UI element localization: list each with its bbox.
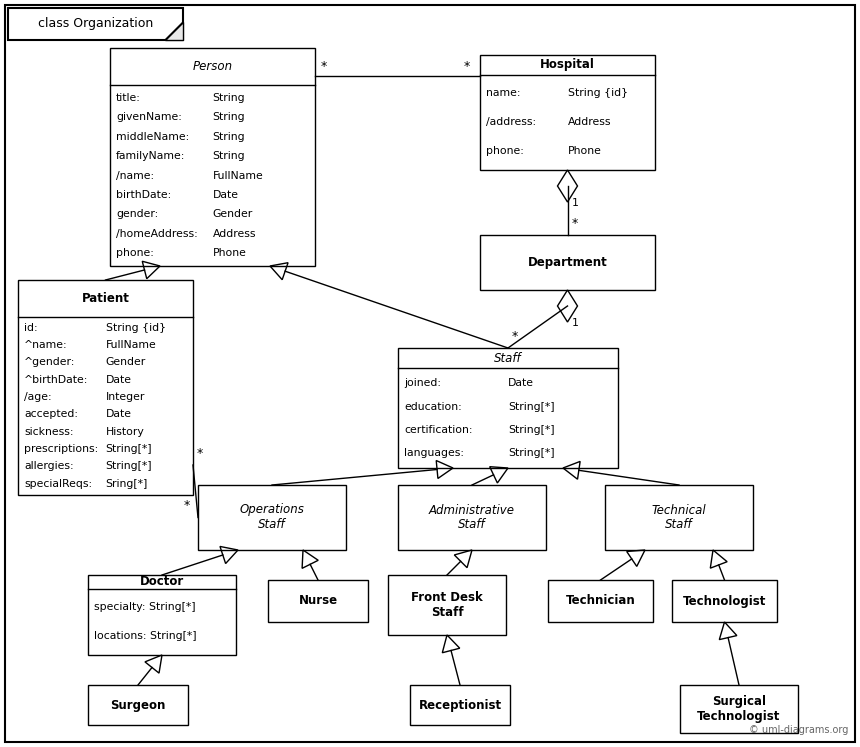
Text: String: String [212,131,245,142]
Text: Date: Date [212,190,238,200]
FancyBboxPatch shape [88,575,236,655]
Text: Address: Address [212,229,256,239]
Text: *: * [572,217,578,230]
Text: Department: Department [528,256,607,269]
Text: ^name:: ^name: [24,340,68,350]
FancyBboxPatch shape [88,685,188,725]
Text: History: History [106,427,144,437]
Text: Date: Date [508,379,534,388]
Text: String: String [212,93,245,102]
Text: Address: Address [568,117,611,127]
Text: specialty: String[*]: specialty: String[*] [94,602,195,613]
Text: /homeAddress:: /homeAddress: [116,229,198,239]
FancyBboxPatch shape [410,685,510,725]
FancyBboxPatch shape [198,485,346,550]
Text: phone:: phone: [116,248,154,258]
Text: Technical
Staff: Technical Staff [652,503,706,532]
FancyBboxPatch shape [480,235,655,290]
Polygon shape [165,22,183,40]
Text: 1: 1 [572,318,579,328]
Text: *: * [512,330,519,343]
Text: ^gender:: ^gender: [24,358,76,368]
FancyBboxPatch shape [680,685,798,733]
Text: *: * [197,447,203,460]
Text: name:: name: [486,88,520,99]
FancyBboxPatch shape [548,580,653,622]
Text: Date: Date [106,409,132,419]
Text: Phone: Phone [212,248,246,258]
Text: specialReqs:: specialReqs: [24,479,92,489]
Text: String[*]: String[*] [508,425,555,435]
FancyBboxPatch shape [480,55,655,170]
Text: accepted:: accepted: [24,409,78,419]
Text: Administrative
Staff: Administrative Staff [429,503,515,532]
Text: phone:: phone: [486,146,524,156]
Text: *: * [184,500,190,512]
Text: /address:: /address: [486,117,536,127]
FancyBboxPatch shape [18,280,193,495]
Text: String[*]: String[*] [508,402,555,412]
FancyBboxPatch shape [268,580,368,622]
Text: familyName:: familyName: [116,151,186,161]
FancyBboxPatch shape [605,485,753,550]
Text: Technician: Technician [566,595,636,607]
Text: Surgeon: Surgeon [110,698,166,711]
Text: Receptionist: Receptionist [419,698,501,711]
Text: String[*]: String[*] [106,444,152,454]
Text: Staff: Staff [494,352,522,365]
Text: education:: education: [404,402,462,412]
Text: class Organization: class Organization [38,17,153,31]
Text: allergies:: allergies: [24,462,74,471]
Text: id:: id: [24,323,38,333]
Text: Operations
Staff: Operations Staff [240,503,304,532]
Text: certification:: certification: [404,425,472,435]
Text: Hospital: Hospital [540,58,595,71]
Text: Gender: Gender [106,358,145,368]
Text: Technologist: Technologist [683,595,766,607]
Text: 1: 1 [572,198,579,208]
Text: gender:: gender: [116,209,158,220]
Text: String[*]: String[*] [508,448,555,458]
Text: joined:: joined: [404,379,441,388]
Text: Patient: Patient [82,292,130,305]
Text: String[*]: String[*] [106,462,152,471]
Text: birthDate:: birthDate: [116,190,171,200]
Text: © uml-diagrams.org: © uml-diagrams.org [748,725,848,735]
Text: FullName: FullName [106,340,157,350]
Text: String: String [212,151,245,161]
Text: Phone: Phone [568,146,601,156]
FancyBboxPatch shape [110,48,315,266]
Text: Gender: Gender [212,209,253,220]
Text: String: String [212,112,245,123]
Text: String {id}: String {id} [106,323,165,333]
Text: locations: String[*]: locations: String[*] [94,631,197,641]
FancyBboxPatch shape [398,485,546,550]
Text: ^birthDate:: ^birthDate: [24,375,89,385]
Text: Surgical
Technologist: Surgical Technologist [697,695,781,723]
Text: givenName:: givenName: [116,112,181,123]
Text: Doctor: Doctor [140,575,184,589]
Text: *: * [464,60,470,73]
Text: languages:: languages: [404,448,464,458]
Text: sickness:: sickness: [24,427,73,437]
Text: middleName:: middleName: [116,131,189,142]
Text: /age:: /age: [24,392,52,402]
Text: String {id}: String {id} [568,88,628,99]
Text: *: * [321,60,328,73]
Text: Integer: Integer [106,392,144,402]
FancyBboxPatch shape [398,348,618,468]
FancyBboxPatch shape [388,575,506,635]
Text: title:: title: [116,93,141,102]
Text: FullName: FullName [212,170,263,181]
Text: Front Desk
Staff: Front Desk Staff [411,591,482,619]
Text: /name:: /name: [116,170,154,181]
FancyBboxPatch shape [8,8,183,40]
Text: Nurse: Nurse [298,595,338,607]
Text: Date: Date [106,375,132,385]
Text: Person: Person [193,60,232,73]
FancyBboxPatch shape [672,580,777,622]
Text: prescriptions:: prescriptions: [24,444,98,454]
Text: Sring[*]: Sring[*] [106,479,148,489]
